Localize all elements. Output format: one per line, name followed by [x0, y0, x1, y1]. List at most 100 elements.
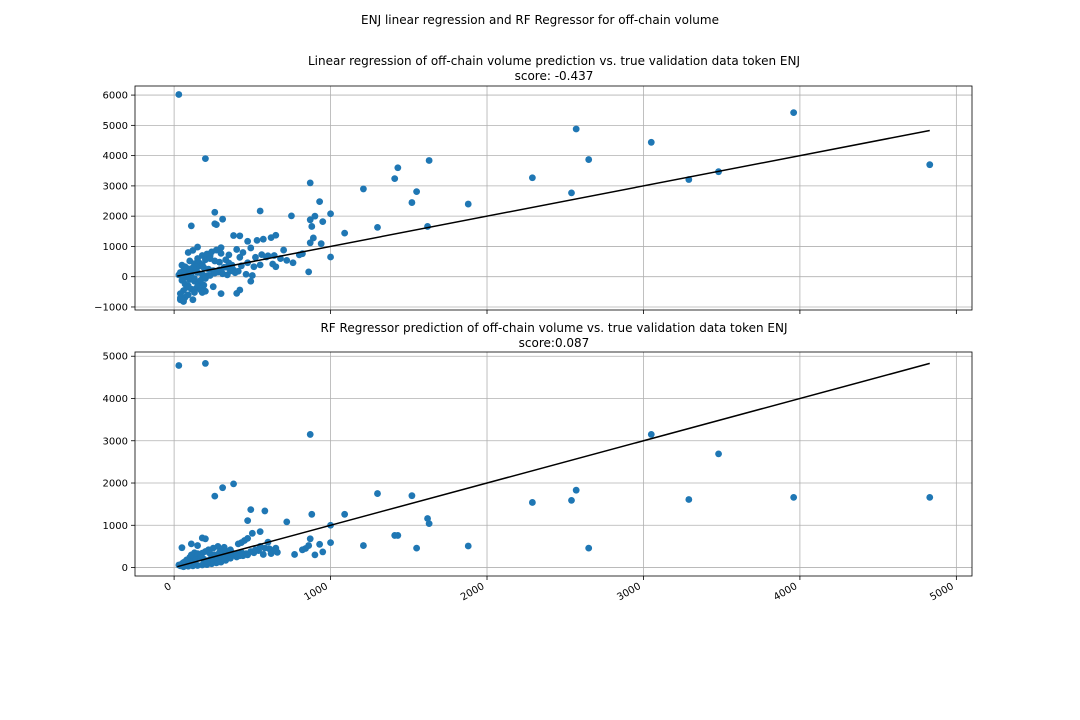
rf-regressor-grid	[135, 352, 972, 576]
rf-regressor-data-point	[248, 529, 256, 537]
linear-regression-data-point	[217, 290, 225, 298]
linear-regression-data-point	[319, 218, 327, 226]
linear-regression-data-point	[259, 235, 267, 243]
linear-regression-ticks: −1000 0 1000 2000 3000 4000 5000 6000	[94, 91, 957, 314]
linear-regression-data-point	[341, 229, 349, 237]
rf-regressor-ytick-label: 1000	[103, 521, 128, 532]
rf-regressor-data-point	[219, 484, 227, 492]
rf-regressor-data-point	[319, 548, 327, 556]
rf-regressor-data-point	[283, 518, 291, 526]
linear-regression-data-point	[187, 222, 195, 230]
linear-regression-data-point	[256, 261, 264, 269]
rf-regressor-data-point	[252, 546, 259, 554]
rf-regressor-data-point	[341, 510, 349, 518]
linear-regression-data-point	[252, 253, 259, 261]
rf-regressor-xtick-label: 0	[163, 581, 174, 594]
linear-regression-data-point	[189, 246, 197, 254]
linear-regression-score: score: -0.437	[515, 69, 594, 83]
linear-regression-data-point	[280, 246, 288, 254]
rf-regressor-data-point	[202, 535, 209, 543]
linear-regression-data-point	[269, 260, 277, 268]
linear-regression-data-point	[425, 157, 433, 164]
linear-regression-data-point	[283, 256, 291, 264]
linear-regression-data-point	[572, 125, 580, 133]
rf-regressor-data-point	[241, 537, 248, 544]
rf-regressor-ytick-label: 5000	[103, 352, 128, 363]
linear-regression-data-point	[647, 138, 655, 146]
linear-regression-fit-line-group	[177, 129, 930, 277]
linear-regression-data-point	[233, 246, 241, 253]
linear-regression-ytick-label: 5000	[103, 121, 128, 132]
rf-regressor-data-point	[187, 540, 195, 548]
linear-regression-data-point	[327, 210, 334, 218]
rf-regressor-data-point	[572, 486, 580, 494]
linear-regression-grid	[135, 86, 972, 310]
linear-regression-data-point	[231, 269, 239, 277]
linear-regression-data-point	[175, 91, 183, 98]
rf-regressor-data-point	[244, 517, 252, 525]
linear-regression-data-point	[212, 246, 220, 254]
rf-regressor-data-point	[220, 543, 228, 551]
linear-regression-data-point	[242, 270, 250, 278]
linear-regression-data-point	[217, 249, 225, 257]
linear-regression-ytick-label: 3000	[103, 181, 128, 192]
linear-regression-data-point	[236, 232, 244, 240]
rf-regressor-title: RF Regressor prediction of off-chain vol…	[320, 321, 787, 335]
linear-regression-data-point	[211, 208, 219, 216]
linear-regression-data-point	[197, 286, 205, 294]
linear-regression-data-point	[311, 212, 319, 220]
linear-regression-data-point	[256, 207, 264, 215]
linear-regression-ytick-label: 1000	[103, 242, 128, 253]
rf-regressor-data-point	[230, 480, 237, 488]
linear-regression-data-point	[585, 156, 593, 163]
linear-regression-data-point	[211, 269, 219, 277]
linear-regression-data-point	[289, 259, 297, 267]
linear-regression-data-point	[305, 268, 313, 276]
rf-regressor-data-point	[256, 528, 264, 536]
linear-regression-data-point	[209, 283, 217, 291]
linear-regression-ytick-label: 0	[122, 272, 128, 283]
rf-regressor-data-point	[299, 546, 306, 554]
linear-regression-data-point	[309, 234, 317, 242]
linear-regression-data-point	[248, 272, 256, 279]
linear-regression-data-point	[568, 189, 575, 197]
rf-regressor-data-point	[305, 542, 313, 549]
linear-regression-data-point	[202, 155, 209, 163]
rf-regressor-data-point	[237, 548, 245, 556]
rf-regressor-data-point	[247, 506, 255, 514]
linear-regression-data-point	[194, 243, 201, 251]
linear-regression-ytick-label: −1000	[94, 302, 128, 313]
linear-regression-axes: Linear regression of off-chain volume pr…	[94, 54, 973, 314]
rf-regressor-data-point	[408, 492, 416, 500]
rf-regressor-data-point	[178, 544, 186, 552]
linear-regression-data-point	[306, 216, 314, 224]
rf-regressor-data-point	[374, 490, 381, 497]
rf-regressor-data-point	[647, 431, 655, 438]
linear-regression-data-point	[198, 261, 206, 268]
rf-regressor-data-point	[306, 535, 314, 543]
linear-regression-data-point	[288, 212, 295, 220]
rf-regressor-frame	[134, 351, 973, 577]
rf-regressor-ytick-label: 3000	[103, 436, 128, 447]
rf-regressor-data-point	[585, 544, 593, 552]
rf-regressor-points	[175, 360, 934, 571]
linear-regression-data-point	[391, 175, 399, 183]
linear-regression-data-point	[926, 161, 934, 169]
rf-regressor-data-point	[203, 558, 211, 566]
linear-regression-data-point	[233, 289, 241, 297]
linear-regression-data-point	[236, 253, 244, 261]
linear-regression-data-point	[216, 258, 223, 266]
linear-regression-data-point	[212, 221, 220, 229]
rf-regressor-data-point	[175, 362, 183, 369]
rf-regressor-data-point	[413, 544, 421, 552]
linear-regression-data-point	[184, 282, 192, 290]
linear-regression-title: Linear regression of off-chain volume pr…	[308, 54, 800, 68]
linear-regression-data-point	[253, 236, 261, 244]
rf-regressor-data-point	[528, 499, 536, 506]
linear-regression-frame	[134, 85, 973, 311]
rf-regressor-ytick-label: 0	[122, 563, 128, 574]
linear-regression-data-point	[306, 179, 314, 187]
rf-regressor-data-point	[424, 515, 431, 522]
